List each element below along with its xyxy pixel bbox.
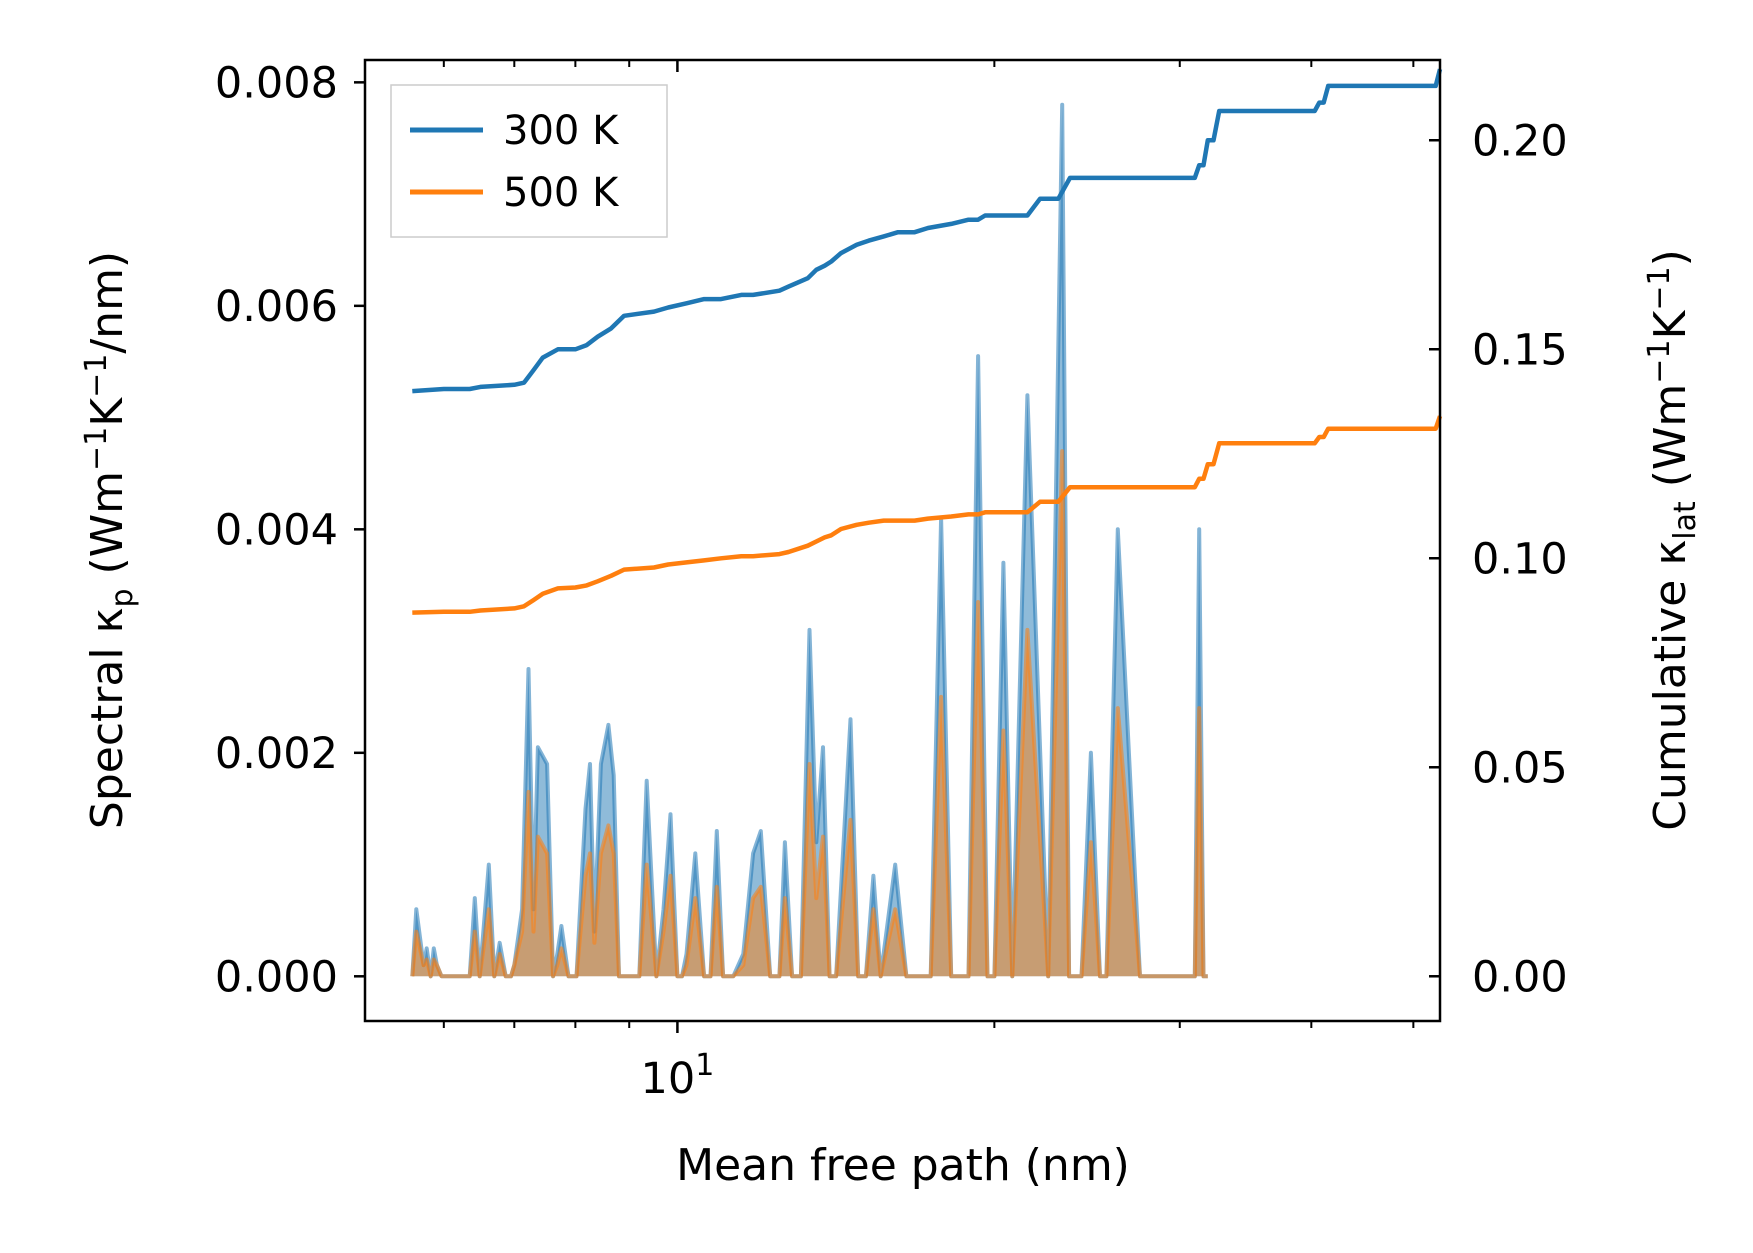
y-right-tick-label: 0.10 [1472, 534, 1568, 584]
y-left-tick-label: 0.008 [215, 58, 338, 108]
spectral-line-500k [410, 449, 1208, 979]
y-left-tick-label: 0.004 [215, 505, 338, 555]
legend-label-300k: 300 K [503, 108, 620, 154]
y-right-tick-label: 0.00 [1472, 952, 1568, 1002]
x-axis-label: Mean free path (nm) [676, 1140, 1130, 1191]
legend: 300 K 500 K [390, 84, 668, 238]
y-left-tick-label: 0.006 [215, 282, 338, 332]
legend-label-500k: 500 K [503, 170, 620, 216]
cumulative-series-layer [412, 68, 1443, 615]
y-right-tick-label: 0.15 [1472, 325, 1568, 375]
y-right-tick-label: 0.20 [1472, 116, 1568, 166]
y-right-tick-label: 0.05 [1472, 743, 1568, 793]
y-axis-left-label: Spectral κp (Wm−1K−1/nm) [79, 251, 140, 829]
y-left-tick-label: 0.002 [215, 729, 338, 779]
spectral-series-layer [410, 102, 1208, 979]
legend-box [390, 84, 668, 238]
plot-frame [363, 58, 1442, 1023]
x-tick-label: 101 [640, 1048, 714, 1104]
cumulative-line-500k [412, 415, 1443, 615]
ticks-layer: 0.000 0.002 0.004 0.006 0.008 0.00 0.05 0.10 0.1… [215, 58, 1568, 1104]
y-left-tick-label: 0.000 [215, 952, 338, 1002]
cumulative-line-300k [412, 68, 1443, 394]
y-axis-right-label: Cumulative κlat (Wm−1K−1) [1642, 249, 1703, 831]
